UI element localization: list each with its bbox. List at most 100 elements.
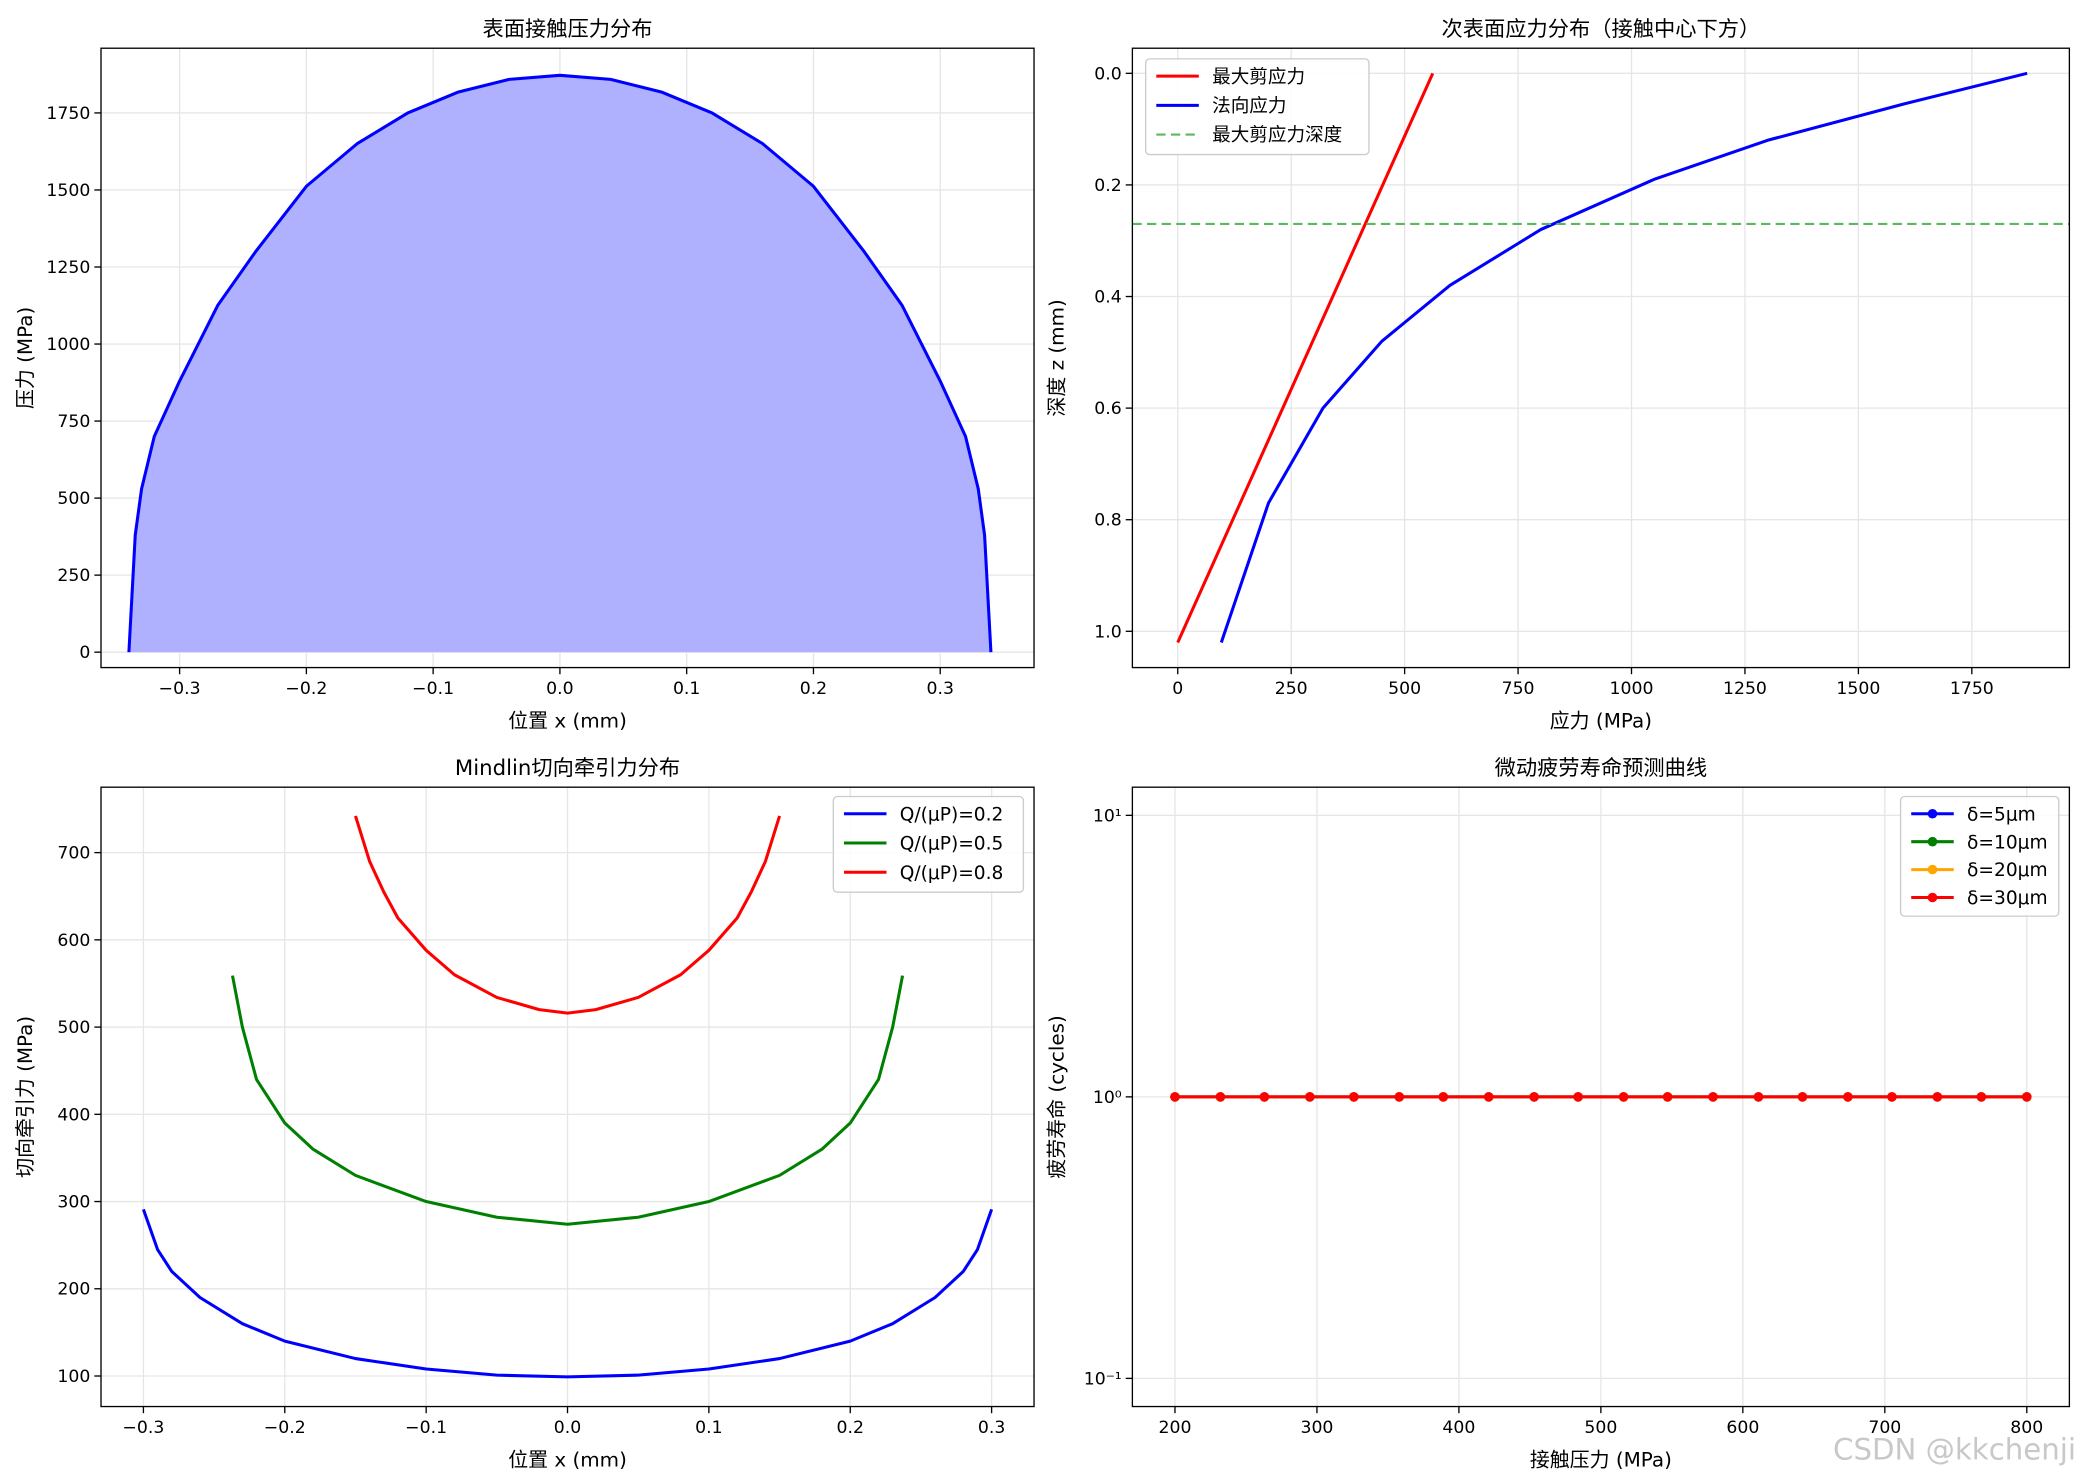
y-tick-label: 200 (57, 1280, 90, 1300)
x-tick-label: −0.2 (285, 679, 327, 699)
data-point (1529, 1092, 1539, 1102)
series-line (141, 1208, 994, 1379)
chart-panel-4: 200 300 400 500 600 700 800 10⁻¹ 10⁰ 10¹ 微动疲劳寿命预测曲… (1045, 756, 2071, 1471)
y-tick-label: 0.2 (1094, 176, 1121, 196)
x-tick-label: 1000 (1610, 679, 1654, 699)
data-point (2022, 1092, 2032, 1102)
legend-label: Q/(μP)=0.2 (900, 804, 1004, 825)
data-point (1259, 1092, 1270, 1102)
y-axis-label: 切向牵引力 (MPa) (14, 1016, 37, 1178)
data-point (1170, 1092, 1180, 1102)
x-tick-label: 1250 (1723, 679, 1767, 699)
y-tick-label: 0.4 (1094, 287, 1121, 307)
x-tick-label: 0.3 (926, 679, 953, 699)
x-tick-label: 0.2 (837, 1418, 864, 1438)
plot-frame (1131, 786, 2071, 1408)
series-line (1176, 72, 1435, 644)
legend-label: 法向应力 (1212, 96, 1286, 117)
watermark: CSDN @kkchenji (1833, 1433, 2076, 1467)
x-tick-label: 700 (1868, 1418, 1901, 1438)
data-point (1305, 1092, 1315, 1102)
x-tick-label: 300 (1300, 1418, 1333, 1438)
x-tick-label: −0.3 (159, 679, 201, 699)
plot-frame (100, 786, 1035, 1408)
legend-label: δ=10μm (1967, 832, 2048, 853)
x-tick-label: 750 (1502, 679, 1535, 699)
x-tick-label: 1750 (1950, 679, 1994, 699)
legend-label: δ=20μm (1967, 860, 2048, 881)
chart-panel-2: 0 250 500 750 1000 1250 1500 1750 0.0 0.2 0.4 0.6 0.… (1045, 17, 2071, 732)
data-point (1887, 1092, 1897, 1102)
x-tick-label: 800 (2010, 1418, 2043, 1438)
x-tick-label: 0.3 (978, 1418, 1005, 1438)
plot-frame (100, 47, 1035, 669)
chart-title: 表面接触压力分布 (483, 17, 653, 42)
y-axis-label: 压力 (MPa) (14, 307, 37, 409)
x-tick-label: 0 (1172, 679, 1183, 699)
legend-box (1899, 795, 2060, 917)
x-axis-label: 位置 x (mm) (508, 1448, 627, 1471)
x-axis-label: 位置 x (mm) (508, 709, 627, 732)
legend-marker (1927, 808, 1938, 819)
series-line (354, 815, 782, 1015)
y-tick-label: 600 (57, 931, 90, 951)
legend-label: Q/(μP)=0.5 (900, 834, 1004, 855)
x-axis-label: 接触压力 (MPa) (1530, 1448, 1672, 1471)
chart-title: 次表面应力分布（接触中心下方） (1441, 17, 1760, 42)
data-point (1753, 1092, 1764, 1102)
y-tick-label: 1750 (46, 104, 90, 124)
y-tick-label: 10⁻¹ (1084, 1369, 1122, 1389)
x-tick-label: −0.3 (122, 1418, 164, 1438)
x-tick-label: 0.2 (800, 679, 827, 699)
data-point (1932, 1092, 1943, 1102)
legend-label: δ=30μm (1967, 888, 2048, 909)
legend: Q/(μP)=0.2 Q/(μP)=0.5 Q/(μP)=0.8 (832, 795, 1025, 893)
legend-label: 最大剪应力 (1212, 67, 1305, 88)
legend-label: Q/(μP)=0.8 (900, 863, 1004, 884)
data-point (1573, 1092, 1583, 1102)
data-point (1483, 1092, 1494, 1102)
legend-box (832, 795, 1025, 893)
y-tick-label: 500 (57, 489, 90, 509)
y-tick-label: 0.8 (1094, 511, 1121, 531)
chart-title: Mindlin切向牵引力分布 (455, 756, 680, 781)
y-tick-label: 1250 (46, 258, 90, 278)
x-tick-label: 500 (1584, 1418, 1617, 1438)
x-tick-label: 0.1 (695, 1418, 722, 1438)
chart-panel-1: −0.3 −0.2 −0.1 0.0 0.1 0.2 0.3 0 250 500 750 1000 12… (14, 17, 1035, 732)
series-area (128, 75, 991, 653)
y-tick-label: 1000 (46, 335, 90, 355)
y-tick-label: 0.6 (1094, 399, 1121, 419)
data-point (1349, 1092, 1359, 1102)
x-axis-label: 应力 (MPa) (1550, 709, 1652, 732)
data-point (1708, 1092, 1718, 1102)
y-tick-label: 1500 (46, 181, 90, 201)
chart-panel-3: −0.3 −0.2 −0.1 0.0 0.1 0.2 0.3 100 200 300 400 500 6… (14, 756, 1035, 1471)
y-axis-label: 疲劳寿命 (cycles) (1045, 1015, 1068, 1178)
legend-label: δ=5μm (1967, 804, 2036, 825)
series-line (230, 975, 905, 1226)
x-tick-label: 200 (1158, 1418, 1191, 1438)
x-tick-label: 0.1 (673, 679, 700, 699)
y-tick-label: 250 (57, 566, 90, 586)
legend-marker (1927, 864, 1938, 875)
plot-frame (1131, 47, 2071, 669)
data-point (1394, 1092, 1405, 1102)
x-tick-label: 0.0 (546, 679, 573, 699)
legend-marker (1927, 892, 1938, 903)
y-tick-label: 400 (57, 1105, 90, 1125)
x-tick-label: 0.0 (554, 1418, 581, 1438)
x-tick-label: 400 (1442, 1418, 1475, 1438)
data-point (1797, 1092, 1808, 1102)
x-tick-label: −0.1 (412, 679, 454, 699)
y-axis-label: 深度 z (mm) (1045, 299, 1068, 416)
x-tick-label: 1500 (1836, 679, 1880, 699)
y-tick-label: 300 (57, 1193, 90, 1213)
data-point (1215, 1092, 1226, 1102)
data-point (1976, 1092, 1987, 1102)
data-point (1843, 1092, 1853, 1102)
y-tick-label: 10¹ (1093, 806, 1122, 826)
y-tick-label: 10⁰ (1093, 1088, 1122, 1108)
